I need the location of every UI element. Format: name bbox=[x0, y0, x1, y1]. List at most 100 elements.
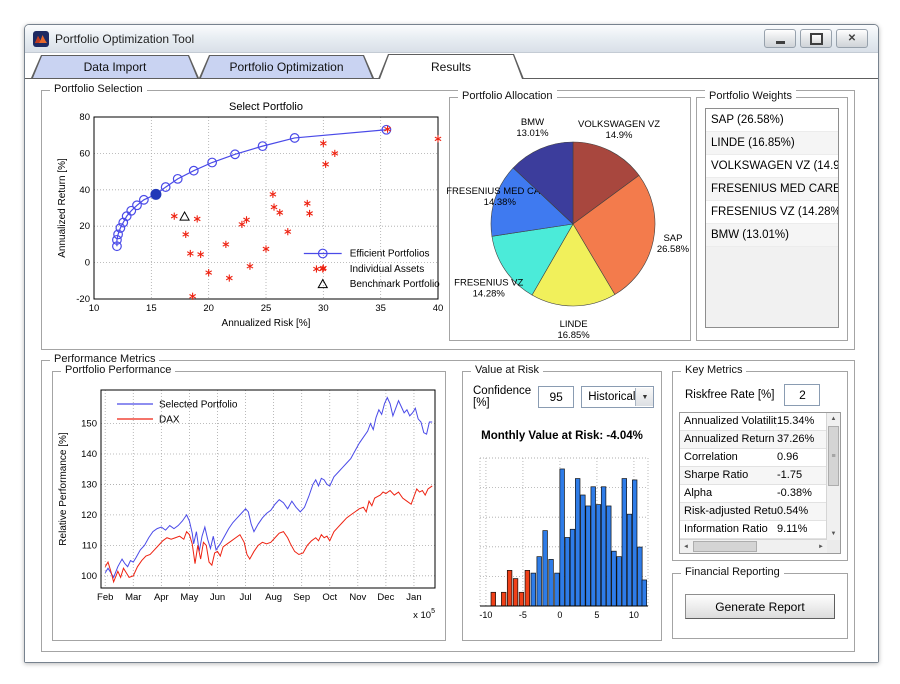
metrics-table: Annualized Volatility 15.34% Annualized Re… bbox=[679, 412, 841, 554]
svg-text:Annualized Risk [%]: Annualized Risk [%] bbox=[222, 318, 311, 329]
svg-text:Efficient Portfolios: Efficient Portfolios bbox=[350, 249, 430, 260]
svg-text:40: 40 bbox=[433, 303, 444, 314]
list-item[interactable]: FRESENIUS VZ (14.28%) bbox=[706, 201, 838, 224]
metric-value: 37.26% bbox=[777, 433, 815, 445]
list-item[interactable]: VOLKSWAGEN VZ (14.90%) bbox=[706, 155, 838, 178]
table-row[interactable]: Correlation 0.96 bbox=[680, 449, 827, 467]
app-window: Portfolio Optimization Tool ✕ Data Impor… bbox=[24, 24, 879, 663]
list-item[interactable]: BMW (13.01%) bbox=[706, 224, 838, 247]
key-metrics-title: Key Metrics bbox=[681, 364, 747, 376]
svg-text:0: 0 bbox=[557, 610, 562, 620]
portfolio-selection-panel: Portfolio Selection 10 15 20 25 30 35 40 -20 0 20… bbox=[41, 83, 855, 350]
list-item[interactable]: FRESENIUS MED CARE (14.3... bbox=[706, 178, 838, 201]
table-row[interactable]: Alpha -0.38% bbox=[680, 485, 827, 503]
svg-text:80: 80 bbox=[79, 112, 90, 123]
svg-text:0: 0 bbox=[85, 258, 90, 269]
svg-text:120: 120 bbox=[81, 510, 97, 521]
svg-text:150: 150 bbox=[81, 419, 97, 430]
svg-text:130: 130 bbox=[81, 479, 97, 490]
table-row[interactable]: Sharpe Ratio -1.75 bbox=[680, 467, 827, 485]
svg-text:Select Portfolio: Select Portfolio bbox=[229, 101, 303, 113]
svg-text:100: 100 bbox=[81, 571, 97, 582]
table-row[interactable]: Annualized Return 37.26% bbox=[680, 431, 827, 449]
svg-text:DAX: DAX bbox=[159, 415, 180, 426]
var-result-text: Monthly Value at Risk: -4.04% bbox=[481, 430, 643, 442]
portfolio-performance-panel: Portfolio Performance Feb Mar Apr May Jun Jul… bbox=[52, 364, 446, 641]
horizontal-scroll-thumb[interactable] bbox=[693, 541, 757, 552]
svg-text:May: May bbox=[180, 592, 198, 603]
svg-text:5: 5 bbox=[594, 610, 599, 620]
metric-value: -0.38% bbox=[777, 487, 812, 499]
riskfree-rate-input[interactable] bbox=[784, 384, 821, 406]
tab-portfolio-optimization[interactable]: Portfolio Optimization bbox=[199, 55, 374, 78]
portfolio-performance-title: Portfolio Performance bbox=[61, 364, 176, 376]
window-title: Portfolio Optimization Tool bbox=[55, 31, 195, 46]
metric-name: Risk-adjusted Return bbox=[684, 505, 777, 517]
svg-text:Nov: Nov bbox=[349, 592, 366, 603]
metric-value: 9.11% bbox=[777, 523, 808, 535]
scroll-left-icon[interactable]: ◄ bbox=[680, 540, 692, 553]
metric-value: 0.54% bbox=[777, 505, 809, 517]
horizontal-scrollbar[interactable]: ◄ ► bbox=[680, 539, 827, 553]
svg-text:Annualized Return [%]: Annualized Return [%] bbox=[57, 158, 68, 258]
chevron-down-icon[interactable]: ▼ bbox=[635, 388, 654, 406]
metric-name: Alpha bbox=[684, 487, 713, 499]
svg-text:Relative Performance [%]: Relative Performance [%] bbox=[58, 432, 69, 546]
metric-value: -1.75 bbox=[777, 469, 803, 481]
maximize-icon bbox=[809, 32, 823, 45]
svg-text:40: 40 bbox=[79, 185, 90, 196]
portfolio-allocation-panel: Portfolio Allocation VOLKSWAGEN VZ 14.9% S… bbox=[446, 90, 691, 341]
scrollbar-corner bbox=[827, 540, 840, 553]
portfolio-selection-title: Portfolio Selection bbox=[50, 83, 147, 95]
confidence-input[interactable] bbox=[538, 386, 575, 408]
close-button[interactable]: ✕ bbox=[836, 29, 868, 48]
performance-metrics-panel: Performance Metrics Portfolio Performanc… bbox=[41, 353, 855, 652]
svg-text:Aug: Aug bbox=[265, 592, 282, 603]
table-row[interactable]: Annualized Volatility 15.34% bbox=[680, 413, 827, 431]
scroll-right-icon[interactable]: ► bbox=[815, 540, 827, 553]
minimize-button[interactable] bbox=[764, 29, 796, 48]
svg-text:Oct: Oct bbox=[322, 592, 337, 603]
svg-text:Jun: Jun bbox=[210, 592, 225, 603]
list-item[interactable]: SAP (26.58%) bbox=[706, 109, 838, 132]
performance-line-chart: Feb Mar Apr May Jun Jul Aug Sep Oct Nov Dec Jan 100 1… bbox=[58, 389, 436, 621]
svg-text:Sep: Sep bbox=[293, 592, 310, 603]
riskfree-rate-label: Riskfree Rate [%] bbox=[685, 389, 775, 401]
value-at-risk-panel: Value at Risk Confidence [%] Historical … bbox=[462, 364, 662, 641]
svg-text:10: 10 bbox=[89, 303, 100, 314]
svg-text:Mar: Mar bbox=[125, 592, 141, 603]
portfolio-weights-panel: Portfolio Weights SAP (26.58%) LINDE (16.… bbox=[696, 90, 848, 341]
svg-text:Dec: Dec bbox=[377, 592, 394, 603]
titlebar[interactable]: Portfolio Optimization Tool ✕ bbox=[25, 25, 878, 53]
table-row[interactable]: Risk-adjusted Return 0.54% bbox=[680, 503, 827, 521]
allocation-pie-chart: VOLKSWAGEN VZ 14.9% SAP 26.58% LINDE 16.85% FR… bbox=[446, 117, 690, 341]
svg-text:x 105: x 105 bbox=[413, 608, 435, 621]
generate-report-button[interactable]: Generate Report bbox=[685, 594, 835, 619]
metric-name: Sharpe Ratio bbox=[684, 469, 749, 481]
svg-text:Benchmark Portfolio: Benchmark Portfolio bbox=[350, 279, 440, 290]
value-at-risk-title: Value at Risk bbox=[471, 364, 543, 376]
var-method-dropdown[interactable]: Historical ▼ bbox=[581, 386, 655, 408]
tab-results[interactable]: Results bbox=[378, 54, 524, 79]
svg-text:60: 60 bbox=[79, 148, 90, 159]
tab-data-import[interactable]: Data Import bbox=[31, 55, 199, 78]
svg-text:30: 30 bbox=[318, 303, 329, 314]
close-icon: ✕ bbox=[847, 32, 857, 44]
vertical-scroll-thumb[interactable]: ≡ bbox=[828, 426, 839, 486]
portfolio-allocation-title: Portfolio Allocation bbox=[458, 90, 557, 102]
vertical-scrollbar[interactable]: ▲ ≡ ▼ bbox=[826, 413, 840, 540]
scroll-up-icon[interactable]: ▲ bbox=[827, 413, 840, 425]
svg-text:25: 25 bbox=[261, 303, 272, 314]
metric-name: Information Ratio bbox=[684, 523, 768, 535]
scroll-down-icon[interactable]: ▼ bbox=[827, 528, 840, 540]
list-item[interactable]: LINDE (16.85%) bbox=[706, 132, 838, 155]
maximize-button[interactable] bbox=[800, 29, 832, 48]
svg-text:10: 10 bbox=[629, 610, 639, 620]
efficient-frontier-chart[interactable]: 10 15 20 25 30 35 40 -20 0 20 40 60 80 Select Portfol… bbox=[54, 99, 448, 339]
table-row[interactable]: Information Ratio 9.11% bbox=[680, 521, 827, 539]
weights-listbox[interactable]: SAP (26.58%) LINDE (16.85%) VOLKSWAGEN VZ … bbox=[705, 108, 839, 328]
svg-text:Individual Assets: Individual Assets bbox=[350, 264, 425, 275]
